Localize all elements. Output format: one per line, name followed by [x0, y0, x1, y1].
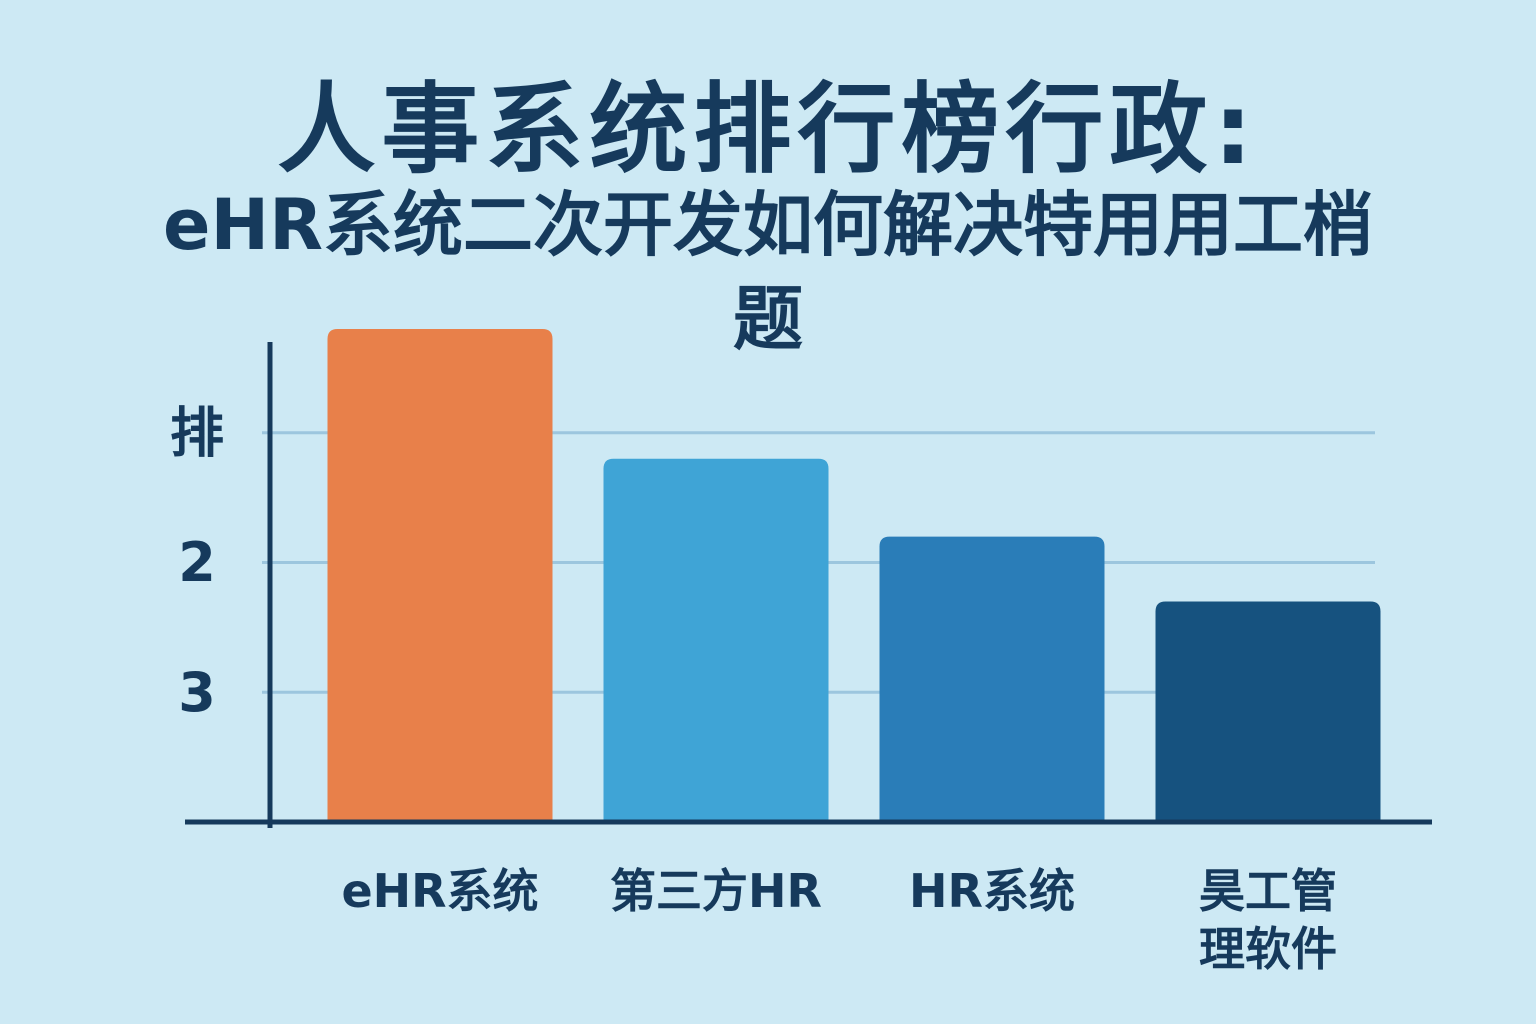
x-tick-label: 昊工管理软件: [1199, 864, 1337, 976]
bar: [879, 536, 1105, 822]
x-tick-label: HR系统: [909, 864, 1075, 918]
bar: [1155, 601, 1381, 822]
chart-subtitle: eHR系统二次开发如何解决特用用工梢题: [163, 184, 1373, 360]
y-tick-label: 2: [178, 531, 216, 594]
chart-title: 人事系统排行榜行政:: [277, 73, 1259, 187]
y-tick-label: 排: [170, 401, 224, 464]
x-tick-label: 第三方HR: [610, 864, 822, 918]
bar: [603, 458, 829, 822]
x-tick-label: eHR系统: [341, 864, 539, 918]
y-tick-label: 3: [178, 661, 216, 724]
bar: [327, 329, 553, 822]
